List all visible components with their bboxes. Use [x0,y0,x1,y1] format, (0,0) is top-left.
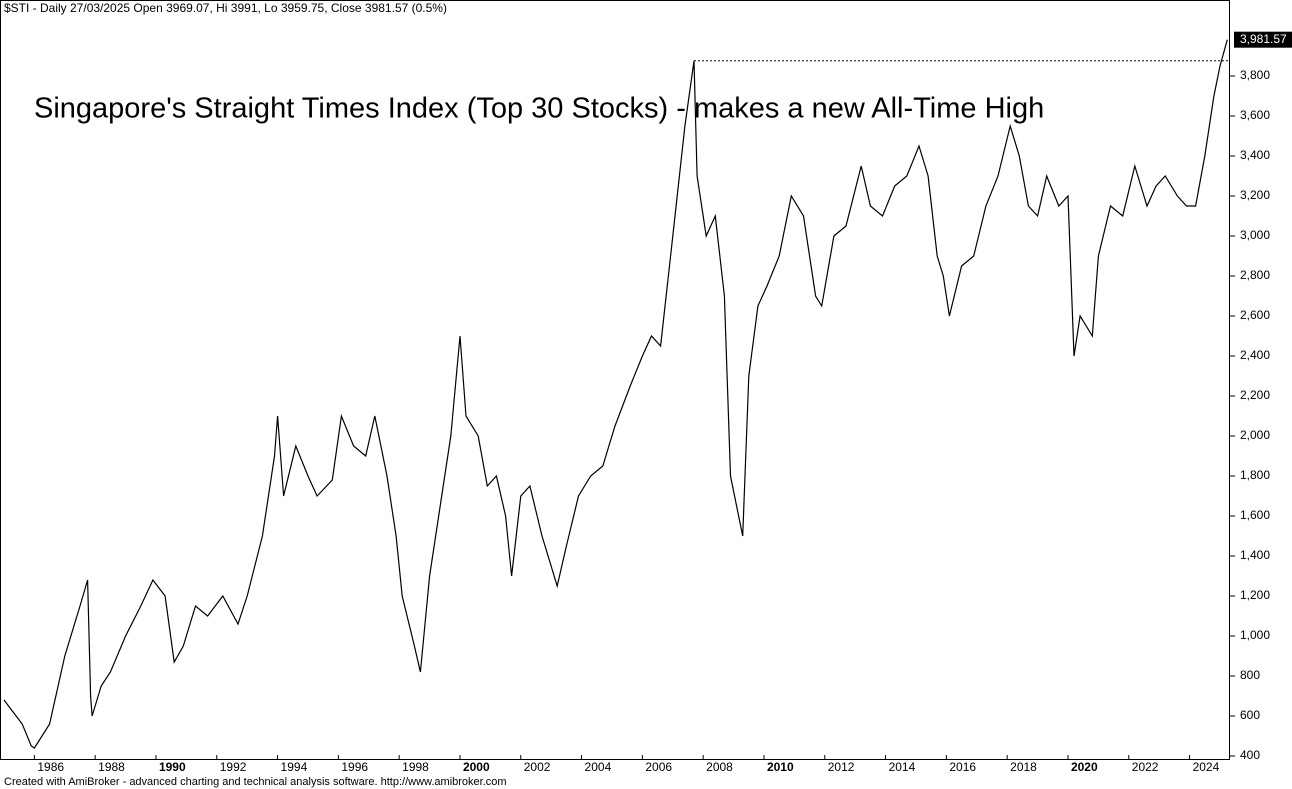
y-tick-label: 3,600 [1240,108,1270,122]
y-tick-label: 2,000 [1240,428,1270,442]
x-tick-label: 2000 [463,760,490,774]
last-value-box [1234,31,1292,48]
y-tick-label: 3,200 [1240,188,1270,202]
x-tick-label: 2014 [889,760,916,774]
y-tick-label: 3,000 [1240,228,1270,242]
x-tick-label: 2016 [949,760,976,774]
plot-frame [0,0,1230,760]
x-tick-label: 2018 [1010,760,1037,774]
x-tick-label: 2010 [767,760,794,774]
y-tick-label: 400 [1240,748,1260,762]
chart-subtitle: $STI - Daily 27/03/2025 Open 3969.07, Hi… [4,1,447,15]
y-tick-label: 2,400 [1240,348,1270,362]
x-tick-label: 1996 [341,760,368,774]
x-tick-label: 2020 [1071,760,1098,774]
y-tick-label: 600 [1240,708,1260,722]
x-tick-label: 2012 [828,760,855,774]
y-tick-label: 1,200 [1240,588,1270,602]
y-tick-label: 800 [1240,668,1260,682]
price-line [3,39,1228,749]
x-tick-label: 2002 [524,760,551,774]
chart-title: Singapore's Straight Times Index (Top 30… [34,93,1044,125]
x-tick-label: 2006 [645,760,672,774]
x-tick-label: 1992 [220,760,247,774]
y-tick-label: 1,000 [1240,628,1270,642]
last-value-label: 3,981.57 [1240,32,1287,46]
x-tick-label: 2022 [1132,760,1159,774]
x-tick-label: 2008 [706,760,733,774]
y-tick-label: 3,400 [1240,148,1270,162]
x-tick-label: 1994 [281,760,308,774]
x-tick-label: 1998 [402,760,429,774]
y-tick-label: 1,600 [1240,508,1270,522]
x-tick-label: 1990 [159,760,186,774]
footer: Created with AmiBroker - advanced charti… [4,776,507,788]
y-tick-label: 1,800 [1240,468,1270,482]
y-tick-label: 2,600 [1240,308,1270,322]
x-tick-label: 1986 [37,760,64,774]
y-tick-label: 3,800 [1240,68,1270,82]
x-tick-label: 2024 [1193,760,1220,774]
x-tick-label: 1988 [98,760,125,774]
y-tick-label: 2,800 [1240,268,1270,282]
x-tick-label: 2004 [585,760,612,774]
y-tick-label: 2,200 [1240,388,1270,402]
y-tick-label: 1,400 [1240,548,1270,562]
